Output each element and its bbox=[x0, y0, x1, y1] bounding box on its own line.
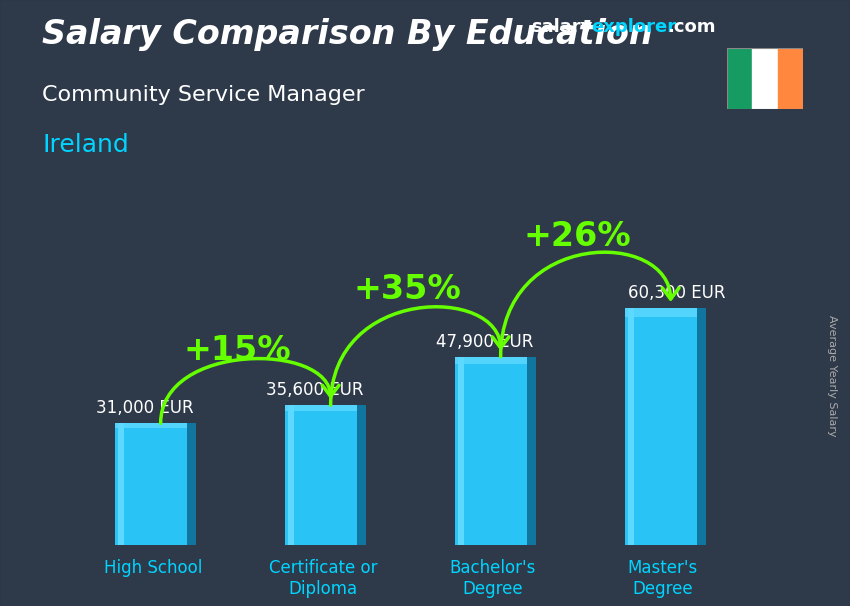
Text: Ireland: Ireland bbox=[42, 133, 129, 158]
Text: +15%: +15% bbox=[184, 333, 291, 367]
Bar bbox=[288, 405, 294, 545]
Bar bbox=[458, 357, 464, 545]
Text: salary: salary bbox=[531, 18, 592, 36]
Text: explorer: explorer bbox=[591, 18, 676, 36]
Text: 60,300 EUR: 60,300 EUR bbox=[628, 284, 725, 302]
Bar bbox=[118, 423, 124, 545]
Text: Average Yearly Salary: Average Yearly Salary bbox=[827, 315, 837, 436]
Bar bbox=[752, 48, 778, 109]
Bar bbox=[285, 405, 361, 545]
FancyArrowPatch shape bbox=[331, 307, 509, 405]
FancyArrowPatch shape bbox=[161, 359, 339, 423]
Bar bbox=[285, 405, 361, 411]
Text: 31,000 EUR: 31,000 EUR bbox=[96, 399, 193, 418]
Bar bbox=[727, 48, 752, 109]
Bar bbox=[625, 308, 701, 545]
Text: Salary Comparison By Education: Salary Comparison By Education bbox=[42, 18, 653, 51]
Text: Community Service Manager: Community Service Manager bbox=[42, 85, 366, 105]
Bar bbox=[187, 423, 196, 545]
Bar bbox=[697, 308, 706, 545]
FancyArrowPatch shape bbox=[501, 252, 679, 357]
Bar bbox=[115, 423, 191, 545]
Bar bbox=[628, 308, 634, 545]
Bar bbox=[455, 357, 531, 545]
Bar bbox=[527, 357, 536, 545]
Text: +26%: +26% bbox=[524, 221, 631, 253]
Text: .com: .com bbox=[667, 18, 716, 36]
Bar bbox=[115, 424, 191, 428]
Bar bbox=[357, 405, 366, 545]
Bar bbox=[455, 357, 531, 364]
Text: 35,600 EUR: 35,600 EUR bbox=[266, 381, 363, 399]
Text: 47,900 EUR: 47,900 EUR bbox=[436, 333, 533, 351]
Text: +35%: +35% bbox=[354, 273, 461, 306]
Bar bbox=[778, 48, 803, 109]
Bar bbox=[625, 308, 701, 318]
